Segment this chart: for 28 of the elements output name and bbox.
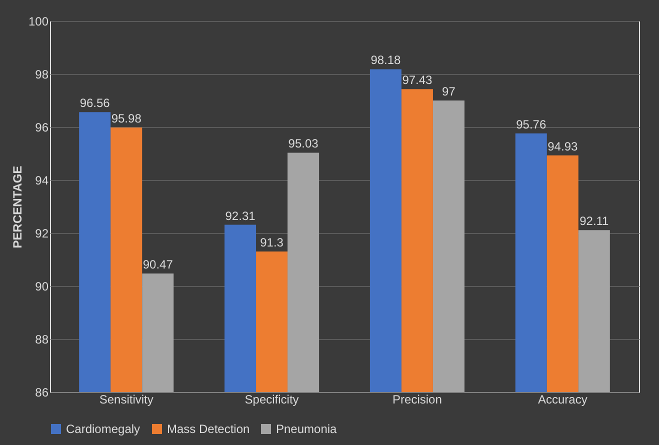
data-label: 94.93: [548, 139, 578, 154]
data-label: 97.43: [402, 73, 433, 88]
y-tick-label: 94: [35, 174, 49, 188]
data-label: 95.98: [111, 112, 142, 126]
data-label: 98.18: [370, 53, 402, 68]
y-axis-title: PERCENTAGE: [10, 166, 24, 248]
legend-label: Mass Detection: [167, 422, 250, 436]
x-tick-label: Specificity: [244, 392, 299, 406]
y-tick-label: 88: [35, 332, 49, 346]
legend-label: Pneumonia: [276, 422, 338, 436]
data-label: 97: [442, 84, 456, 98]
data-label: 91.3: [260, 236, 284, 250]
y-tick-label: 100: [28, 14, 49, 28]
x-tick-label: Precision: [392, 392, 442, 406]
data-label: 95.76: [516, 117, 546, 132]
y-tick-label: 90: [35, 280, 49, 294]
x-tick-label: Sensitivity: [99, 392, 154, 406]
legend-label: Cardiomegaly: [66, 422, 140, 436]
y-tick-label: 96: [35, 120, 49, 134]
y-tick-label: 98: [35, 68, 49, 82]
data-label: 90.47: [142, 258, 174, 272]
data-label: 95.03: [288, 136, 319, 151]
y-tick-label: 86: [35, 386, 49, 400]
data-label: 96.56: [80, 96, 110, 110]
x-tick-label: Accuracy: [538, 392, 588, 406]
data-label: 92.31: [225, 208, 256, 223]
data-label: 92.11: [580, 214, 610, 228]
y-tick-label: 92: [35, 226, 49, 240]
